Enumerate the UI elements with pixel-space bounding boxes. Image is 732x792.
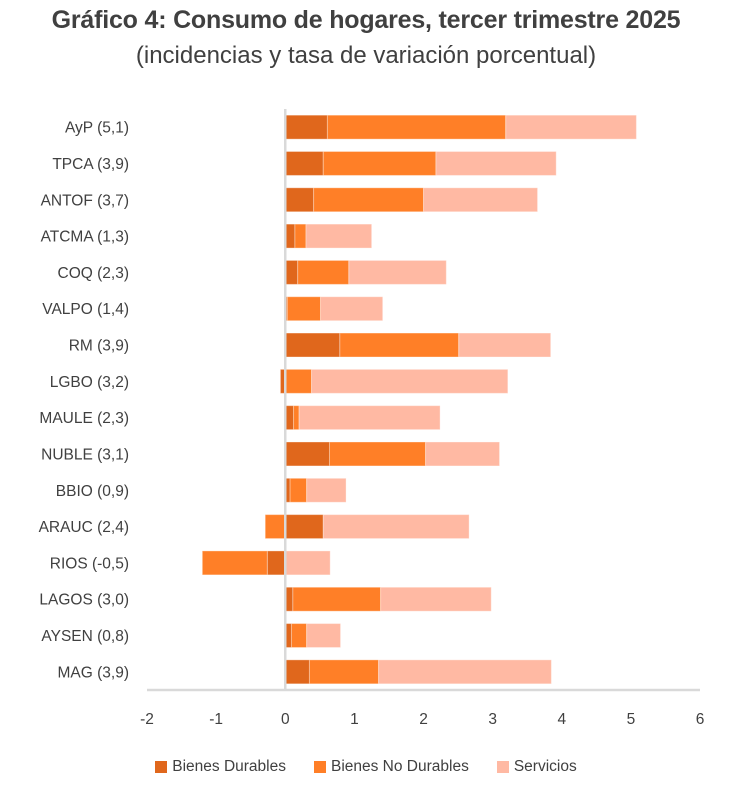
- category-label: MAULE (2,3): [39, 410, 129, 427]
- category-label: COQ (2,3): [58, 265, 129, 282]
- bar-segment-non-durables: [308, 659, 380, 685]
- chart-subtitle: (incidencias y tasa de variación porcent…: [135, 42, 597, 69]
- bar-segment-non-durables: [292, 586, 382, 612]
- bar-segment-services: [380, 586, 492, 612]
- x-tick-label: 6: [696, 711, 705, 728]
- category-label: AyP (5,1): [65, 120, 129, 137]
- bar-segment-services: [505, 114, 637, 140]
- category-label: AYSEN (0,8): [41, 628, 129, 645]
- category-label: ATCMA (1,3): [41, 229, 129, 246]
- x-tick-label: 3: [488, 711, 497, 728]
- bar-segment-durables: [284, 259, 299, 285]
- bar-segment-durables: [284, 514, 324, 540]
- legend: Bienes Durables Bienes No Durables Servi…: [0, 758, 732, 776]
- legend-swatch-durables: [155, 761, 168, 773]
- bar-segment-services: [378, 659, 552, 685]
- bar-segment-non-durables: [294, 223, 307, 249]
- bar-segment-non-durables: [313, 187, 424, 213]
- x-tick-label: 2: [419, 711, 428, 728]
- x-tick-label: 5: [627, 711, 636, 728]
- category-label: RIOS (-0,5): [50, 555, 129, 572]
- bar-segment-services: [306, 623, 342, 649]
- x-tick-labels: -2 -1 0 1 2 3 4 5 6: [140, 711, 704, 728]
- bar-segment-durables: [284, 659, 310, 685]
- bar-segment-services: [284, 550, 331, 576]
- bar-segment-non-durables: [286, 296, 322, 322]
- bar-segment-non-durables: [293, 405, 300, 431]
- category-labels: AyP (5,1) TPCA (3,9) ANTOF (3,7) ATCMA (1,3…: [39, 120, 129, 682]
- bar-segment-non-durables: [264, 514, 286, 540]
- bar-segment-non-durables: [328, 441, 427, 467]
- legend-swatch-non-durables: [313, 761, 326, 773]
- bar-segment-services: [320, 296, 384, 322]
- bar-segment-durables: [266, 550, 286, 576]
- bar-segment-non-durables: [290, 623, 308, 649]
- bars-group: [201, 114, 637, 685]
- bar-segment-durables: [284, 332, 341, 358]
- bar-segment-durables: [284, 223, 296, 249]
- bar-segment-services: [306, 477, 347, 503]
- bar-segment-services: [348, 259, 447, 285]
- bar-segment-non-durables: [289, 477, 308, 503]
- bar-segment-non-durables: [326, 114, 507, 140]
- legend-label-durables: Bienes Durables: [172, 758, 286, 775]
- category-label: LGBO (3,2): [50, 374, 129, 391]
- legend-item-services: Servicios: [496, 758, 577, 776]
- legend-label-services: Servicios: [513, 758, 577, 775]
- bar-segment-durables: [284, 150, 324, 176]
- category-label: VALPO (1,4): [42, 301, 129, 318]
- bar-segment-durables: [284, 187, 315, 213]
- bar-segment-services: [311, 368, 509, 394]
- bar-segment-services: [435, 150, 557, 176]
- bar-segment-services: [425, 441, 501, 467]
- x-tick-label: -1: [209, 711, 223, 728]
- bar-segment-non-durables: [284, 368, 313, 394]
- x-tick-label: 4: [557, 711, 566, 728]
- category-label: NUBLE (3,1): [41, 446, 129, 463]
- category-label: RM (3,9): [69, 338, 129, 355]
- category-label: ARAUC (2,4): [39, 519, 129, 536]
- bar-segment-durables: [284, 114, 328, 140]
- legend-swatch-services: [496, 761, 509, 773]
- x-tick-label: 1: [350, 711, 359, 728]
- bar-segment-non-durables: [297, 259, 350, 285]
- bar-segment-non-durables: [322, 150, 437, 176]
- category-label: ANTOF (3,7): [41, 192, 129, 209]
- bar-segment-services: [423, 187, 539, 213]
- bar-segment-durables: [284, 441, 330, 467]
- bar-segment-non-durables: [339, 332, 460, 358]
- category-label: MAG (3,9): [58, 664, 129, 681]
- category-label: LAGOS (3,0): [39, 592, 129, 609]
- legend-item-non-durables: Bienes No Durables: [313, 758, 469, 776]
- bar-segment-services: [322, 514, 470, 540]
- bar-segment-services: [298, 405, 441, 431]
- chart-title: Gráfico 4: Consumo de hogares, tercer tr…: [51, 6, 681, 34]
- legend-item-durables: Bienes Durables: [155, 758, 286, 776]
- bar-segment-services: [305, 223, 373, 249]
- x-tick-label: -2: [140, 711, 154, 728]
- category-label: TPCA (3,9): [52, 156, 129, 173]
- bar-segment-non-durables: [201, 550, 268, 576]
- legend-label-non-durables: Bienes No Durables: [330, 758, 469, 775]
- x-tick-label: 0: [281, 711, 290, 728]
- bar-segment-services: [458, 332, 552, 358]
- category-label: BBIO (0,9): [56, 483, 129, 500]
